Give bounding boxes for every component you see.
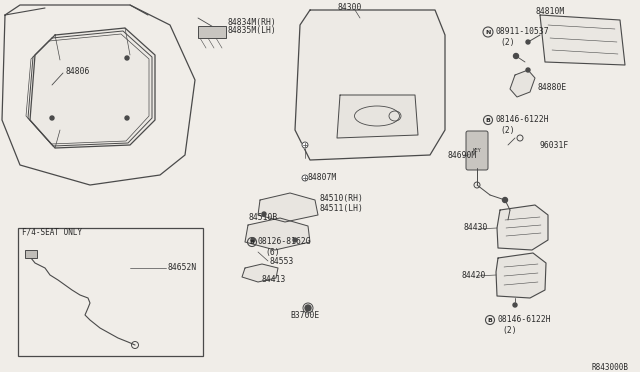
FancyBboxPatch shape (466, 131, 488, 170)
Circle shape (526, 68, 530, 72)
Text: 84430: 84430 (463, 224, 488, 232)
Polygon shape (242, 264, 278, 282)
Circle shape (293, 238, 297, 242)
Text: 84690M: 84690M (448, 151, 477, 160)
Circle shape (50, 116, 54, 120)
Polygon shape (497, 205, 548, 250)
Circle shape (262, 212, 266, 216)
Text: 96031F: 96031F (540, 141, 569, 150)
Text: F/4-SEAT ONLY: F/4-SEAT ONLY (22, 228, 82, 237)
Circle shape (502, 198, 508, 202)
Text: 84652N: 84652N (168, 263, 197, 273)
Circle shape (125, 56, 129, 60)
Bar (18, 228, 203, 356)
Bar (25, 250, 37, 258)
Circle shape (251, 238, 255, 242)
Circle shape (305, 305, 311, 311)
Circle shape (302, 142, 308, 148)
Polygon shape (30, 28, 155, 148)
Text: 84300: 84300 (338, 3, 362, 12)
Text: 84835M(LH): 84835M(LH) (228, 26, 276, 35)
Text: 84413: 84413 (262, 276, 286, 285)
Text: 84880E: 84880E (538, 83, 567, 93)
Text: 84511(LH): 84511(LH) (320, 203, 364, 212)
Bar (198, 26, 226, 38)
Polygon shape (337, 95, 418, 138)
Polygon shape (496, 253, 546, 298)
Text: 84807M: 84807M (307, 173, 336, 183)
Text: 84806: 84806 (65, 67, 90, 77)
Polygon shape (295, 10, 445, 160)
Circle shape (125, 116, 129, 120)
Polygon shape (245, 218, 310, 250)
Polygon shape (258, 193, 318, 222)
Text: 84420: 84420 (462, 270, 486, 279)
Circle shape (302, 175, 308, 181)
Text: KEY: KEY (473, 148, 481, 153)
Text: R843000B: R843000B (591, 363, 628, 372)
Text: 84510(RH): 84510(RH) (320, 193, 364, 202)
Circle shape (526, 40, 530, 44)
Text: 84834M(RH): 84834M(RH) (228, 17, 276, 26)
Text: 84510B: 84510B (249, 214, 278, 222)
Text: B: B (488, 317, 492, 323)
Text: B: B (250, 240, 255, 244)
Text: (2): (2) (502, 326, 516, 334)
Circle shape (513, 303, 517, 307)
Polygon shape (540, 15, 625, 65)
Text: 08146-6122H: 08146-6122H (495, 115, 548, 125)
Text: B3700E: B3700E (290, 311, 319, 321)
Polygon shape (510, 70, 535, 97)
Circle shape (513, 54, 518, 58)
Text: 84553: 84553 (270, 257, 294, 266)
Text: (2): (2) (500, 125, 515, 135)
Text: 08126-8162G: 08126-8162G (258, 237, 312, 247)
Text: B: B (486, 118, 490, 122)
Text: 08911-10537: 08911-10537 (495, 28, 548, 36)
Text: (6): (6) (265, 248, 280, 257)
Text: N: N (485, 29, 491, 35)
Text: (2): (2) (500, 38, 515, 46)
Text: 84810M: 84810M (535, 7, 564, 16)
Text: 08146-6122H: 08146-6122H (497, 315, 550, 324)
